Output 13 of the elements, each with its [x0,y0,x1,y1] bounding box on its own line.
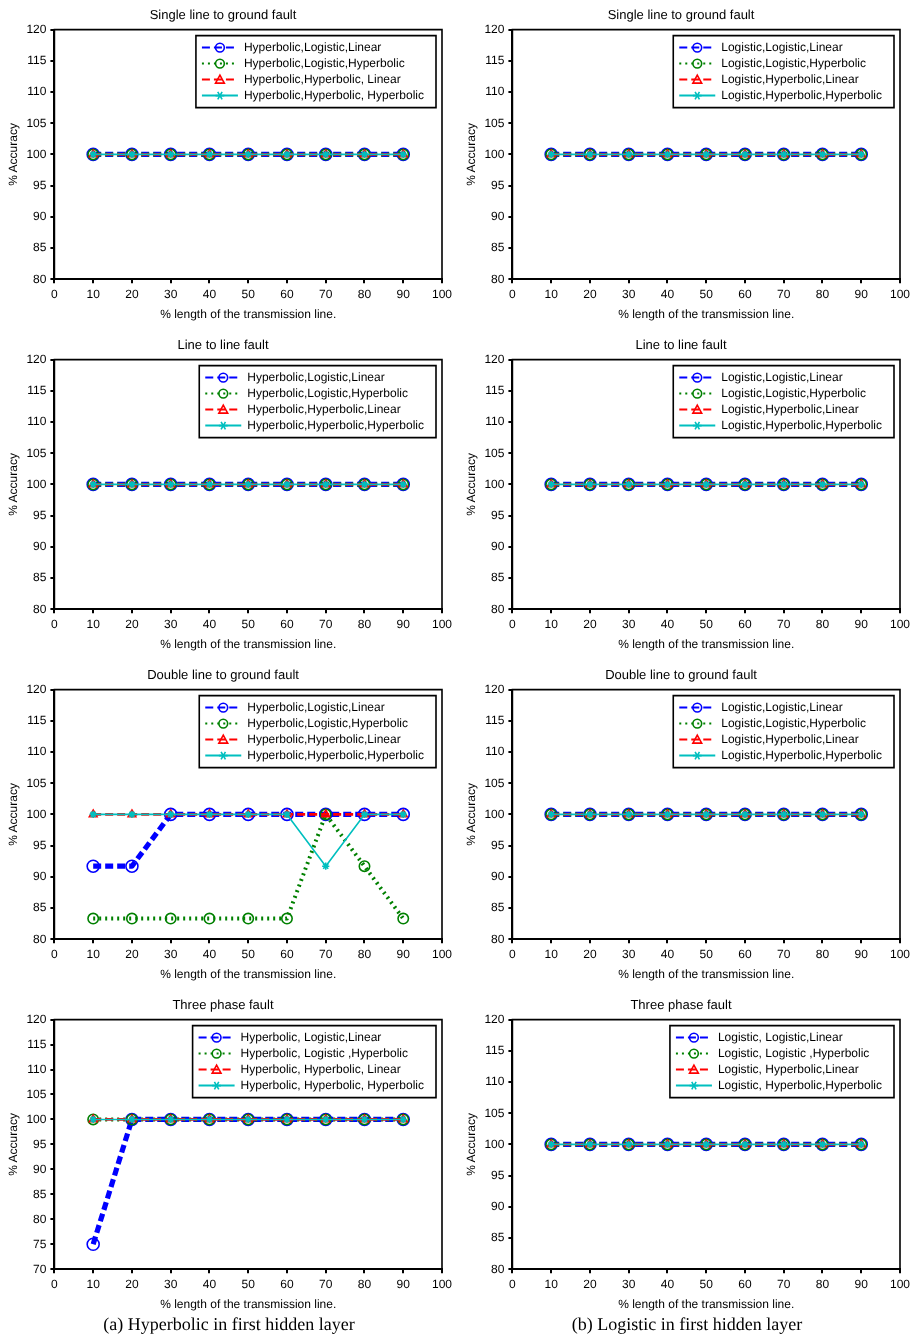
point [203,912,216,925]
point [164,912,177,925]
point [242,912,255,925]
point [86,859,100,873]
point [280,912,293,925]
text: (b) Logistic in first hidden layer [569,1314,805,1334]
point [125,912,138,925]
point [125,859,139,873]
point [358,860,371,873]
text: (a) Hyperbolic in first hidden layer [101,1314,357,1334]
point [321,861,331,871]
point [87,912,100,925]
point [397,912,410,925]
